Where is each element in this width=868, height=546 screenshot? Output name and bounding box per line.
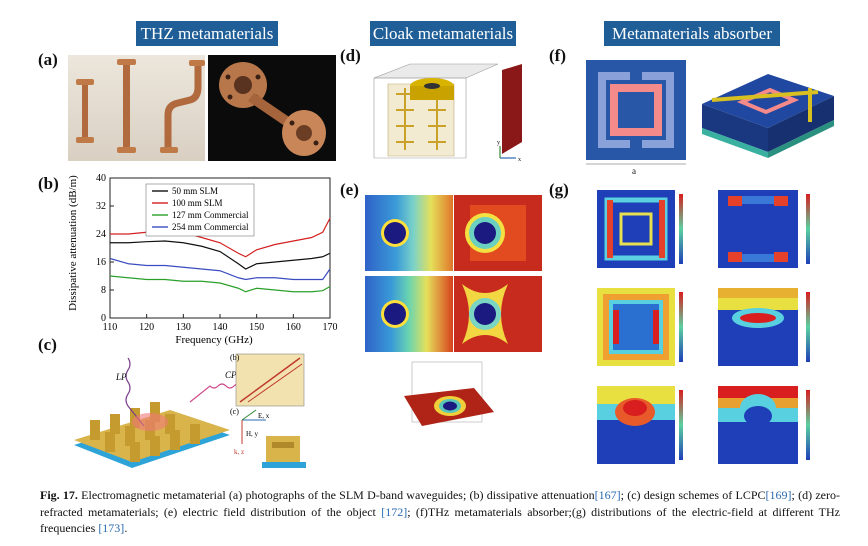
- x-tick-label: 170: [323, 322, 338, 333]
- x-tick-label: 160: [286, 322, 301, 333]
- header-metamaterials-absorber: Metamaterials absorber: [604, 21, 780, 46]
- figure-caption: Fig. 17. Electromagnetic metamaterial (a…: [40, 487, 840, 537]
- g-field-map-2: [706, 186, 824, 278]
- panel-label-g: (g): [549, 180, 569, 199]
- legend-entry: 100 mm SLM: [172, 198, 223, 208]
- axis-x-label: x: [518, 157, 521, 163]
- panel-label-b: (b): [38, 174, 59, 193]
- y-tick-label: 0: [101, 313, 106, 324]
- y-tick-label: 8: [101, 285, 106, 296]
- absorber-unit-cell-3d: [698, 66, 838, 162]
- attenuation-chart: 110 120 130 140 150 160 170 0 8 16 24 32 40 50 mm SLM…: [68, 173, 338, 346]
- g-field-map-6: [706, 382, 824, 470]
- panel-label-f: (f): [549, 46, 566, 65]
- x-tick-label: 110: [103, 322, 118, 333]
- caption-text-3: ; (d) zero-refracted metamaterials; (e) …: [40, 488, 840, 519]
- caption-ref-167[interactable]: [167]: [594, 488, 621, 502]
- y-axis-label: Dissipative attenuation (dB/m): [68, 175, 79, 311]
- legend-entry: 254 mm Commercial: [172, 222, 249, 232]
- field-map-e3: [365, 276, 453, 352]
- caption-ref-173[interactable]: [173]: [98, 521, 125, 535]
- x-tick-label: 150: [249, 322, 264, 333]
- y-tick-label: 24: [96, 229, 106, 240]
- g-field-map-1: [583, 186, 691, 278]
- panel-label-c: (c): [38, 335, 57, 354]
- field-map-e4: [454, 276, 542, 352]
- legend-entry: 127 mm Commercial: [172, 210, 249, 220]
- series-line: [109, 257, 331, 281]
- caption-text-4: ; (f)THz metamaterials absorber;(g) dist…: [40, 504, 841, 536]
- e-field-label: E, x: [258, 412, 270, 420]
- caption-text-1: Electromagnetic metamaterial (a) photogr…: [77, 488, 595, 502]
- header-thz-metamaterials: THZ metamaterials: [136, 21, 278, 46]
- cp-label: CP: [225, 370, 237, 380]
- series-line: [109, 275, 331, 293]
- field-map-e1: [365, 195, 453, 271]
- g-field-map-3: [583, 284, 691, 376]
- waveguide-photo-left: [68, 55, 205, 161]
- y-tick-label: 32: [96, 201, 106, 212]
- field-map-e5-3d: [398, 356, 500, 440]
- absorber-unit-cell-top: [584, 58, 688, 166]
- caption-text-5: .: [124, 521, 128, 535]
- lp-label: LP: [115, 372, 127, 382]
- h-field-label: H, y: [246, 430, 259, 438]
- caption-ref-169[interactable]: [169]: [765, 488, 792, 502]
- zero-refracted-metamaterial-model: x y: [370, 58, 530, 166]
- panel-label-d: (d): [340, 46, 361, 65]
- panel-label-e: (e): [340, 180, 359, 199]
- caption-text-2: ; (c) design schemes of LCPC: [620, 488, 766, 502]
- panel-label-a: (a): [38, 50, 58, 69]
- k-vector-label: k, z: [234, 448, 244, 456]
- series-line: [110, 240, 331, 270]
- x-tick-label: 120: [139, 322, 154, 333]
- inset-c-label: (c): [230, 407, 239, 416]
- g-field-map-5: [583, 382, 691, 470]
- y-tick-label: 16: [96, 257, 106, 268]
- caption-ref-172[interactable]: [172]: [381, 504, 408, 519]
- legend-entry: 50 mm SLM: [172, 186, 218, 196]
- g-field-map-4: [706, 284, 824, 376]
- lcpc-design-illustration: LP CP (b) (c) E, x H, y k, z: [74, 353, 306, 468]
- caption-figure-number: Fig. 17.: [40, 488, 78, 502]
- axis-y-label: y: [497, 140, 500, 146]
- y-tick-label: 40: [96, 173, 106, 184]
- inset-b-label: (b): [230, 353, 240, 362]
- waveguide-photo-right: [208, 55, 336, 161]
- dimension-a-label: a: [632, 166, 636, 176]
- header-cloak-metamaterials: Cloak metamaterials: [370, 21, 516, 46]
- field-map-e2: [454, 195, 542, 271]
- x-tick-label: 130: [176, 322, 191, 333]
- x-axis-label: Frequency (GHz): [175, 334, 253, 346]
- x-tick-label: 140: [213, 322, 228, 333]
